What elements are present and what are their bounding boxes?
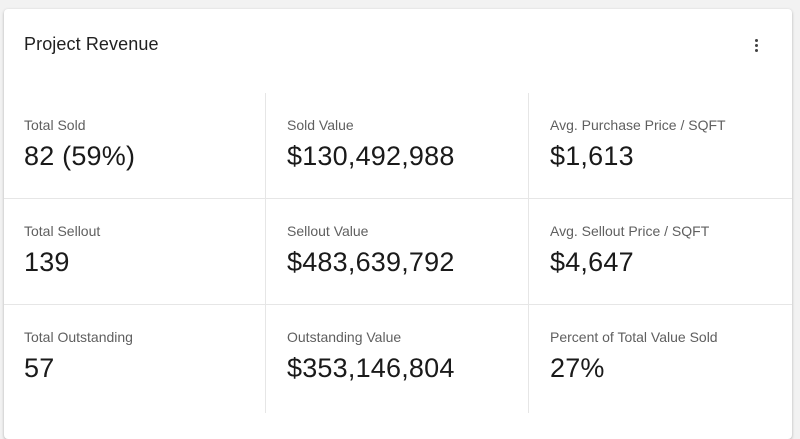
metric-value: $4,647 <box>550 247 634 277</box>
metric-label: Avg. Purchase Price / SQFT <box>550 117 726 133</box>
metric-value: 27% <box>550 353 605 383</box>
metric-total-sellout: Total Sellout 139 <box>4 199 266 305</box>
metric-sellout-value: Sellout Value $483,639,792 <box>266 199 529 305</box>
more-vertical-icon[interactable] <box>744 33 768 57</box>
metric-value: 139 <box>24 247 70 277</box>
metric-avg-purchase-price: Avg. Purchase Price / SQFT $1,613 <box>529 93 792 199</box>
metric-label: Sellout Value <box>287 223 369 239</box>
metric-label: Total Sold <box>24 117 86 133</box>
metric-label: Avg. Sellout Price / SQFT <box>550 223 710 239</box>
metric-value: $1,613 <box>550 141 634 171</box>
metric-label: Percent of Total Value Sold <box>550 329 718 345</box>
metric-label: Total Sellout <box>24 223 101 239</box>
metric-value: $130,492,988 <box>287 141 455 171</box>
metric-label: Sold Value <box>287 117 354 133</box>
metric-total-sold: Total Sold 82 (59%) <box>4 93 266 199</box>
metrics-grid: Total Sold 82 (59%) Sold Value $130,492,… <box>4 93 792 413</box>
project-revenue-card: Project Revenue Total Sold 82 (59%) Sold… <box>4 9 792 439</box>
metric-percent-value-sold: Percent of Total Value Sold 27% <box>529 305 792 413</box>
metric-value: 57 <box>24 353 55 383</box>
metric-value: $353,146,804 <box>287 353 455 383</box>
card-header: Project Revenue <box>4 9 792 81</box>
menu-dot <box>754 38 758 42</box>
metric-label: Outstanding Value <box>287 329 402 345</box>
metric-sold-value: Sold Value $130,492,988 <box>266 93 529 199</box>
metric-total-outstanding: Total Outstanding 57 <box>4 305 266 413</box>
metric-avg-sellout-price: Avg. Sellout Price / SQFT $4,647 <box>529 199 792 305</box>
menu-dot <box>754 48 758 52</box>
metric-outstanding-value: Outstanding Value $353,146,804 <box>266 305 529 413</box>
metric-value: $483,639,792 <box>287 247 455 277</box>
menu-dot <box>754 43 758 47</box>
metric-value: 82 (59%) <box>24 141 136 171</box>
metric-label: Total Outstanding <box>24 329 133 345</box>
card-title: Project Revenue <box>24 34 159 54</box>
